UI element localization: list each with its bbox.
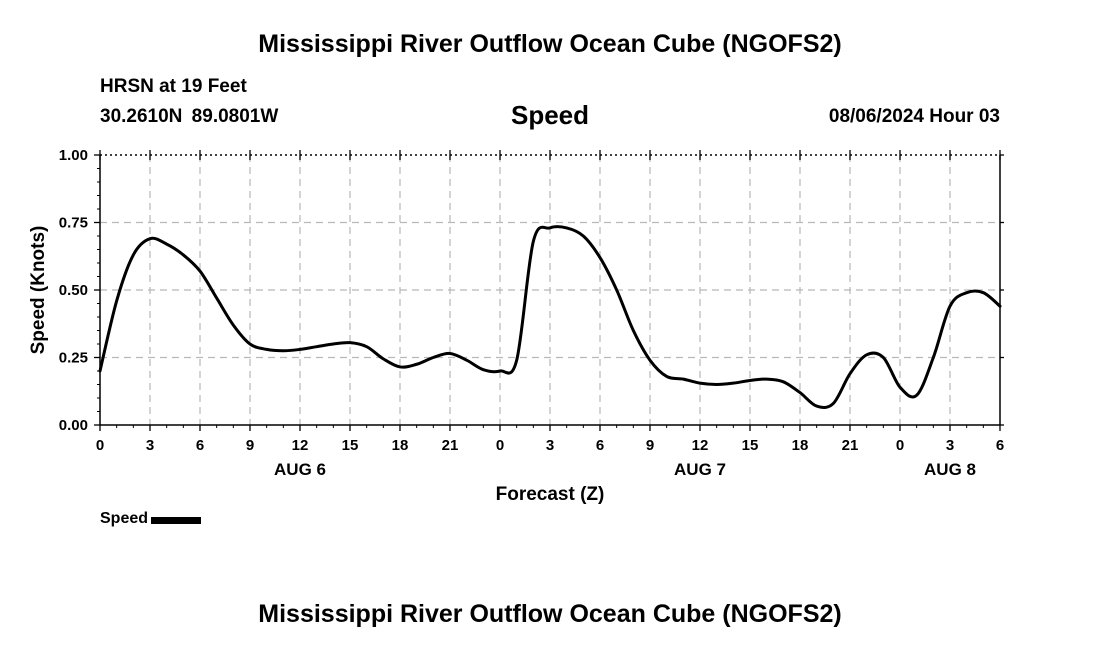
x-tick-label: 6 — [196, 437, 204, 454]
x-tick-label: 21 — [442, 437, 459, 454]
date-label: AUG 6 — [274, 460, 326, 479]
page-title: Mississippi River Outflow Ocean Cube (NG… — [258, 30, 842, 58]
x-tick-label: 0 — [96, 437, 104, 454]
legend-label: Speed — [100, 510, 149, 527]
x-tick-label: 9 — [246, 437, 254, 454]
x-tick-label: 12 — [692, 437, 709, 454]
x-tick-label: 6 — [996, 437, 1004, 454]
x-tick-label: 3 — [946, 437, 954, 454]
x-tick-label: 3 — [146, 437, 154, 454]
x-tick-label: 15 — [342, 437, 359, 454]
x-tick-label: 18 — [392, 437, 409, 454]
legend-line-swatch — [151, 516, 202, 524]
speed-series-line — [98, 225, 1002, 409]
datetime-label: 08/06/2024 Hour 03 — [828, 106, 1000, 127]
x-tick-label: 3 — [546, 437, 554, 454]
station-label: HRSN at 19 Feet — [100, 76, 247, 97]
x-tick-label: 0 — [496, 437, 504, 454]
x-tick-label: 6 — [596, 437, 604, 454]
x-tick-label: 12 — [292, 437, 309, 454]
y-axis-label: Speed (Knots) — [28, 226, 49, 355]
y-tick-label: 1.00 — [59, 147, 88, 164]
x-tick-label: 0 — [896, 437, 904, 454]
y-tick-label: 0.25 — [59, 350, 88, 367]
x-tick-label: 15 — [742, 437, 759, 454]
y-tick-label: 0.75 — [59, 215, 88, 232]
x-tick-label: 9 — [646, 437, 654, 454]
legend: Speed — [100, 510, 202, 528]
coordinates-label: 30.2610N 89.0801W — [100, 106, 279, 127]
x-tick-label: 18 — [792, 437, 809, 454]
footer-title: Mississippi River Outflow Ocean Cube (NG… — [258, 600, 842, 628]
date-label: AUG 8 — [924, 460, 976, 479]
y-tick-label: 0.00 — [59, 417, 88, 434]
y-tick-label: 0.50 — [59, 282, 88, 299]
date-label: AUG 7 — [674, 460, 726, 479]
x-tick-label: 21 — [842, 437, 859, 454]
variable-title: Speed — [510, 100, 590, 130]
x-axis-label: Forecast (Z) — [496, 484, 605, 505]
